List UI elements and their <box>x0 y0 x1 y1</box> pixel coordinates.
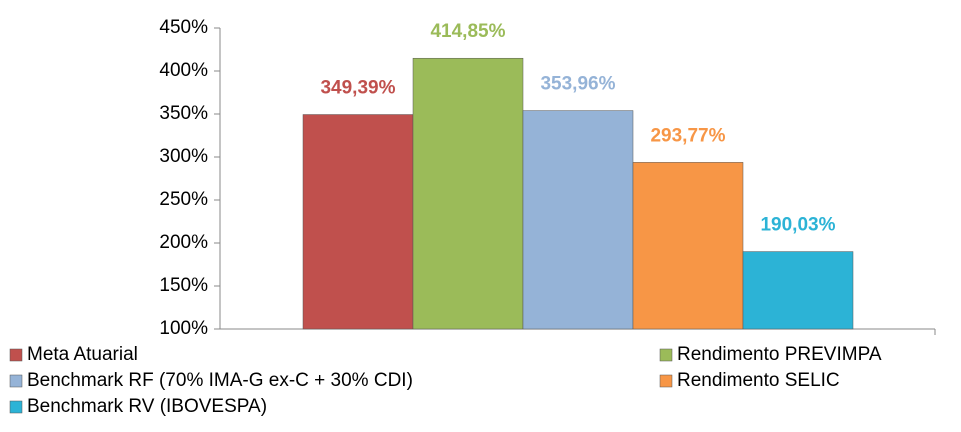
y-tick-label: 200% <box>159 232 208 253</box>
bar <box>632 162 744 330</box>
data-label: 190,03% <box>760 215 835 236</box>
legend-label: Rendimento PREVIMPA <box>677 344 882 365</box>
y-tick-label: 250% <box>159 189 208 210</box>
y-tick-label: 100% <box>159 318 208 339</box>
legend-label: Benchmark RF (70% IMA-G ex-C + 30% CDI) <box>27 370 413 391</box>
bar <box>302 114 414 330</box>
y-tick-label: 300% <box>159 146 208 167</box>
data-label: 414,85% <box>430 21 505 42</box>
y-tick-label: 400% <box>159 60 208 81</box>
bar <box>742 251 854 330</box>
data-label: 353,96% <box>540 74 615 95</box>
y-tick-label: 450% <box>159 17 208 38</box>
legend-label: Rendimento SELIC <box>677 370 840 391</box>
legend-swatch <box>9 400 23 414</box>
legend-swatch <box>659 348 673 362</box>
legend-label: Meta Atuarial <box>27 344 138 365</box>
bar <box>412 57 524 330</box>
y-tick-label: 150% <box>159 275 208 296</box>
bar <box>522 110 634 330</box>
y-tick-label: 350% <box>159 103 208 124</box>
data-label: 293,77% <box>650 125 725 146</box>
legend-label: Benchmark RV (IBOVESPA) <box>27 396 267 417</box>
legend-swatch <box>9 348 23 362</box>
legend-swatch <box>9 374 23 388</box>
legend-swatch <box>659 374 673 388</box>
data-label: 349,39% <box>320 78 395 99</box>
